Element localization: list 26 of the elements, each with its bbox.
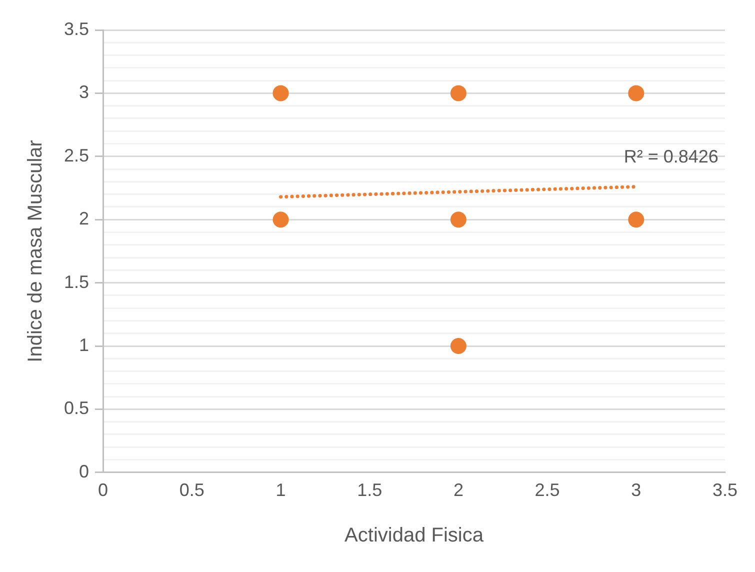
point [628,85,644,102]
annotation: R² = 0.8426 [624,146,718,167]
y-tick-label: 3.5 [64,18,90,39]
point [450,338,466,354]
y-tick-label: 3 [79,82,90,102]
x-tick-label: 2.5 [534,480,560,500]
x-tick-label: 2 [453,480,464,500]
point [272,212,289,228]
y-axis-title: Indice de masa Muscular [24,140,47,362]
point [450,85,466,102]
point [450,212,466,228]
x-tick-label: 0 [98,480,108,500]
point [628,212,644,228]
x-tick-label: 3.5 [712,480,738,500]
x-axis-title: Actividad Fisica [344,524,484,547]
y-tick-label: 2 [79,208,90,229]
y-tick-label: 1.5 [64,272,90,292]
x-tick-label: 0.5 [179,480,204,500]
y-tick-label: 1 [79,334,90,355]
x-tick-label: 1.5 [357,480,382,500]
y-tick-label: 0 [79,461,90,482]
y-tick-label: 0.5 [64,398,90,418]
x-tick-label: 3 [631,480,642,500]
point [272,85,289,102]
x-tick-label: 1 [276,480,286,500]
y-tick-label: 2.5 [64,145,90,166]
